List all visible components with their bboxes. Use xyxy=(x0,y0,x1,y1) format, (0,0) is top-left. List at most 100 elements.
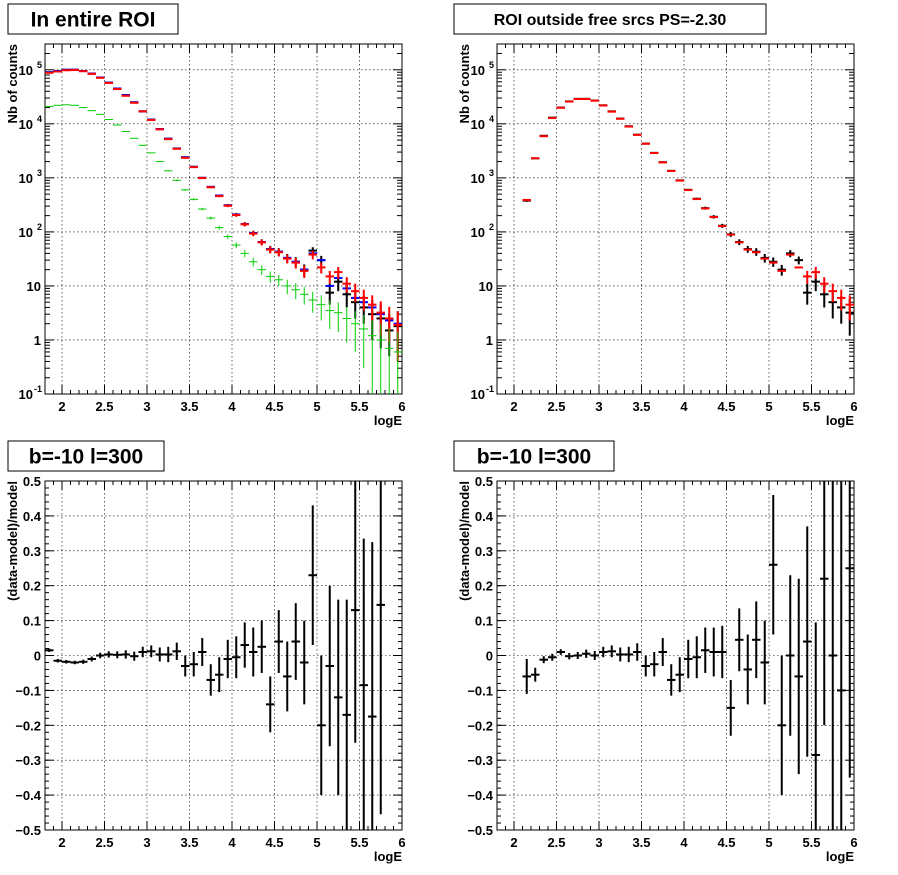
y-tick-label: 0.1 xyxy=(23,614,41,629)
x-tick-label: 2 xyxy=(510,835,517,850)
y-tick-label: 10 xyxy=(471,63,485,78)
title-box xyxy=(7,3,179,35)
x-tick-label: 2.5 xyxy=(95,835,113,850)
y-tick-label: −0.1 xyxy=(15,683,41,698)
y-tick-label: −0.5 xyxy=(467,823,493,838)
y-tick-label: 0.3 xyxy=(23,544,41,559)
x-tick-label: 6 xyxy=(850,399,857,414)
x-axis-label: logE xyxy=(374,849,402,864)
y-tick-label: −0.3 xyxy=(467,753,493,768)
y-tick-label: −0.5 xyxy=(15,823,41,838)
x-tick-label: 4 xyxy=(228,835,236,850)
title-box xyxy=(7,440,165,472)
chart-panel-3: 2 2.5 3 3.5 4 4.5 5 5.5 6 −0.5 −0.4 −0.3 −0.2 −0.1 0 0.… xyxy=(5,440,406,864)
y-tick-label: −0.3 xyxy=(15,753,41,768)
x-tick-label: 6 xyxy=(850,835,857,850)
y-tick-exponent: 3 xyxy=(37,168,42,178)
y-axis-label: Nb of counts xyxy=(457,44,472,123)
x-tick-label: 3 xyxy=(595,835,602,850)
x-tick-label: 5 xyxy=(765,835,772,850)
x-tick-label: 4.5 xyxy=(717,835,735,850)
x-tick-label: 4 xyxy=(680,835,688,850)
y-tick-label: 10 xyxy=(479,279,493,294)
x-tick-label: 5 xyxy=(313,835,320,850)
y-tick-label: 10 xyxy=(19,171,33,186)
x-tick-label: 2 xyxy=(510,399,517,414)
y-tick-label: 10 xyxy=(19,225,33,240)
y-tick-label: 1 xyxy=(34,333,41,348)
x-tick-label: 3 xyxy=(595,399,602,414)
data-layer xyxy=(522,97,854,336)
data-layer xyxy=(45,68,402,394)
y-tick-label: −0.4 xyxy=(15,788,41,803)
y-tick-label: −0.1 xyxy=(467,683,493,698)
y-tick-label: 1 xyxy=(486,333,493,348)
y-tick-exponent: 3 xyxy=(489,168,494,178)
x-axis-label: logE xyxy=(826,849,854,864)
y-tick-label: 10 xyxy=(471,225,485,240)
y-tick-exponent: 5 xyxy=(37,60,42,70)
chart-title: b=-10 l=300 xyxy=(29,446,143,469)
y-axis-label: (data-model)/model xyxy=(5,481,20,601)
y-tick-exponent: 2 xyxy=(489,222,494,232)
x-tick-label: 5.5 xyxy=(350,835,368,850)
y-tick-label: −0.2 xyxy=(15,718,41,733)
y-tick-exponent: -1 xyxy=(486,384,494,394)
x-tick-label: 4 xyxy=(228,399,236,414)
x-tick-label: 2.5 xyxy=(547,835,565,850)
x-tick-label: 4 xyxy=(680,399,688,414)
y-tick-label: 0.4 xyxy=(23,509,42,524)
y-tick-label: 0 xyxy=(34,649,41,664)
x-tick-label: 6 xyxy=(398,399,405,414)
x-tick-label: 4.5 xyxy=(265,835,283,850)
x-tick-label: 3.5 xyxy=(632,835,650,850)
data-layer xyxy=(522,481,854,830)
y-tick-exponent: -1 xyxy=(34,384,42,394)
y-tick-label: 10 xyxy=(19,117,33,132)
y-tick-label: 0.2 xyxy=(475,579,493,594)
y-tick-label: 0 xyxy=(486,649,493,664)
x-tick-label: 3.5 xyxy=(180,399,198,414)
y-tick-label: 0.2 xyxy=(23,579,41,594)
y-axis-label: (data-model)/model xyxy=(457,481,472,601)
x-tick-label: 5.5 xyxy=(802,835,820,850)
series-2 xyxy=(522,97,854,321)
x-tick-label: 3 xyxy=(143,835,150,850)
x-tick-label: 3.5 xyxy=(632,399,650,414)
x-tick-label: 5 xyxy=(765,399,772,414)
x-tick-label: 2.5 xyxy=(547,399,565,414)
y-tick-exponent: 2 xyxy=(37,222,42,232)
y-tick-exponent: 4 xyxy=(489,114,494,124)
y-tick-label: 0.1 xyxy=(475,614,493,629)
x-axis-label: logE xyxy=(374,413,402,428)
y-tick-label: 0.3 xyxy=(475,544,493,559)
x-tick-label: 2 xyxy=(58,835,65,850)
y-tick-label: −0.2 xyxy=(467,718,493,733)
x-tick-label: 2.5 xyxy=(95,399,113,414)
y-tick-label: 10 xyxy=(27,279,41,294)
chart-title: ROI outside free srcs PS=-2.30 xyxy=(494,12,727,29)
title-box xyxy=(453,3,767,35)
x-tick-label: 5.5 xyxy=(802,399,820,414)
series-4 xyxy=(45,104,402,394)
data-layer xyxy=(45,481,385,830)
y-tick-label: 0.5 xyxy=(475,474,493,489)
y-tick-label: 10 xyxy=(471,171,485,186)
chart-title: In entire ROI xyxy=(31,9,156,32)
title-box xyxy=(453,440,615,472)
chart-title: b=-10 l=300 xyxy=(477,446,591,469)
y-tick-label: 10 xyxy=(471,387,485,402)
y-axis-label: Nb of counts xyxy=(5,44,20,123)
y-tick-exponent: 4 xyxy=(37,114,42,124)
x-tick-label: 2 xyxy=(58,399,65,414)
y-tick-label: 0.5 xyxy=(23,474,41,489)
y-tick-exponent: 5 xyxy=(489,60,494,70)
x-tick-label: 5.5 xyxy=(350,399,368,414)
chart-panel-4: 2 2.5 3 3.5 4 4.5 5 5.5 6 −0.5 −0.4 −0.3 −0.2 −0.1 0 0.… xyxy=(453,440,858,864)
x-tick-label: 4.5 xyxy=(717,399,735,414)
x-tick-label: 6 xyxy=(398,835,405,850)
x-tick-label: 5 xyxy=(313,399,320,414)
y-tick-label: −0.4 xyxy=(467,788,493,803)
